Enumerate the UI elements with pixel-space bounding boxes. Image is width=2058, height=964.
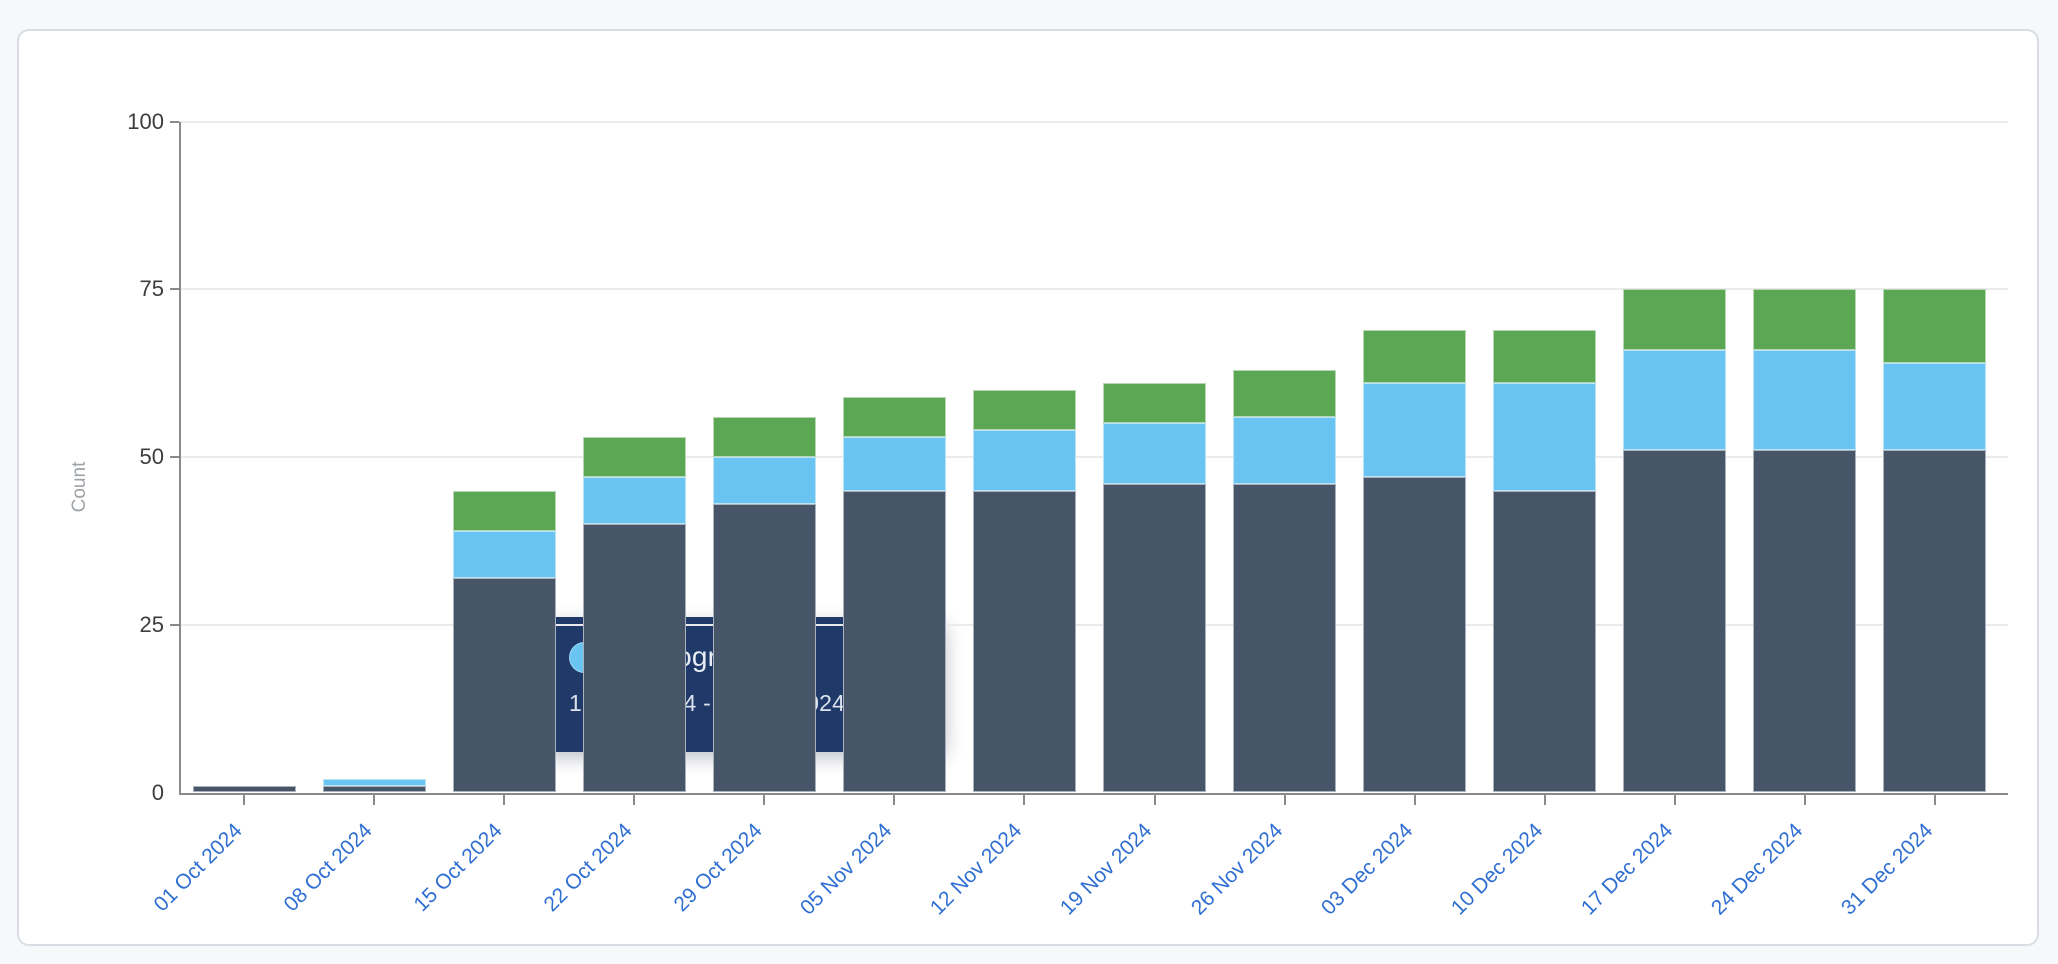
x-tick-label: 22 Oct 2024	[539, 818, 637, 916]
y-tick-label: 75	[139, 276, 164, 302]
y-tick-label: 25	[139, 611, 164, 637]
y-tick-mark	[170, 120, 179, 123]
bar-segment-19-nov-2024-s2[interactable]	[1103, 383, 1207, 424]
x-tick-label: 10 Dec 2024	[1446, 818, 1548, 919]
x-tick-mark	[1413, 794, 1416, 805]
x-tick-mark	[1803, 794, 1806, 805]
bar-segment-26-nov-2024-s1[interactable]	[1233, 416, 1337, 484]
x-tick-label: 05 Nov 2024	[796, 818, 897, 919]
gridline-50	[179, 456, 2008, 458]
bar-segment-22-oct-2024-s1[interactable]	[582, 477, 686, 525]
bar-segment-12-nov-2024-s1[interactable]	[972, 430, 1076, 491]
x-tick-label: 31 Dec 2024	[1836, 818, 1938, 919]
x-tick-label: 12 Nov 2024	[926, 818, 1027, 919]
bar-segment-31-dec-2024-s1[interactable]	[1883, 363, 1987, 451]
bar-segment-05-nov-2024-s2[interactable]	[842, 396, 946, 437]
x-tick-mark	[1543, 794, 1546, 805]
bar-segment-19-nov-2024-s0[interactable]	[1103, 483, 1207, 793]
bar-segment-24-dec-2024-s1[interactable]	[1753, 349, 1857, 451]
gridline-75	[179, 288, 2008, 291]
chart-card: Count In Progress (7) 15 Oct 2024 - 21 O…	[17, 29, 2039, 946]
bar-segment-29-oct-2024-s1[interactable]	[712, 457, 816, 504]
gridline-100	[179, 120, 2008, 123]
bar-segment-24-dec-2024-s2[interactable]	[1753, 289, 1857, 350]
bar-segment-31-dec-2024-s0[interactable]	[1883, 450, 1987, 793]
x-tick-label: 17 Dec 2024	[1576, 818, 1678, 919]
y-axis-title: Count	[69, 461, 90, 513]
x-tick-mark	[893, 794, 896, 805]
bar-segment-19-nov-2024-s1[interactable]	[1103, 423, 1207, 484]
bar-segment-24-dec-2024-s0[interactable]	[1753, 450, 1857, 793]
x-tick-label: 19 Nov 2024	[1056, 818, 1157, 919]
bar-segment-31-dec-2024-s2[interactable]	[1883, 289, 1987, 364]
bar-segment-10-dec-2024-s1[interactable]	[1493, 383, 1597, 491]
bar-segment-15-oct-2024-s1[interactable]	[452, 530, 556, 578]
bar-segment-08-oct-2024-s0[interactable]	[322, 785, 426, 793]
x-tick-mark	[633, 794, 636, 805]
y-tick-label: 100	[127, 108, 164, 134]
bar-segment-26-nov-2024-s2[interactable]	[1233, 369, 1337, 417]
bar-segment-15-oct-2024-s2[interactable]	[452, 490, 556, 531]
x-tick-label: 03 Dec 2024	[1316, 818, 1417, 919]
y-axis-line	[179, 121, 181, 795]
x-tick-mark	[503, 794, 506, 805]
x-tick-label: 29 Oct 2024	[669, 818, 767, 916]
x-tick-mark	[1933, 794, 1936, 805]
y-tick-label: 50	[139, 444, 164, 469]
bar-segment-17-dec-2024-s0[interactable]	[1623, 450, 1727, 793]
bar-segment-03-dec-2024-s2[interactable]	[1363, 329, 1467, 384]
bar-segment-12-nov-2024-s0[interactable]	[972, 490, 1076, 793]
bar-segment-03-dec-2024-s0[interactable]	[1363, 477, 1467, 793]
x-tick-mark	[373, 794, 376, 805]
gridline-25	[179, 623, 2008, 626]
y-tick-mark	[170, 623, 179, 626]
x-tick-label: 24 Dec 2024	[1706, 818, 1808, 919]
bar-segment-26-nov-2024-s0[interactable]	[1233, 483, 1337, 793]
y-tick-mark	[170, 288, 179, 291]
bar-segment-17-dec-2024-s2[interactable]	[1623, 289, 1727, 350]
y-tick-label: 0	[151, 779, 164, 805]
x-tick-label: 15 Oct 2024	[409, 818, 507, 916]
bar-segment-22-oct-2024-s0[interactable]	[582, 524, 686, 793]
bar-segment-15-oct-2024-s0[interactable]	[452, 577, 556, 793]
x-tick-label: 26 Nov 2024	[1186, 818, 1287, 919]
stacked-bar-chart: Count In Progress (7) 15 Oct 2024 - 21 O…	[19, 31, 2037, 944]
bar-segment-10-dec-2024-s2[interactable]	[1493, 329, 1597, 384]
x-tick-mark	[243, 794, 246, 805]
x-tick-mark	[1283, 794, 1286, 805]
x-tick-label: 08 Oct 2024	[279, 818, 377, 916]
bar-segment-08-oct-2024-s1[interactable]	[322, 779, 426, 786]
bar-segment-03-dec-2024-s1[interactable]	[1363, 383, 1467, 478]
x-axis-line	[179, 792, 2008, 795]
bar-segment-29-oct-2024-s0[interactable]	[712, 503, 816, 793]
bar-segment-05-nov-2024-s0[interactable]	[842, 490, 946, 793]
bar-segment-10-dec-2024-s0[interactable]	[1493, 490, 1597, 793]
bar-segment-12-nov-2024-s2[interactable]	[972, 389, 1076, 431]
x-tick-mark	[763, 794, 766, 805]
bar-segment-05-nov-2024-s1[interactable]	[842, 436, 946, 491]
y-tick-mark	[170, 456, 179, 458]
x-tick-mark	[1023, 794, 1026, 805]
bar-segment-22-oct-2024-s2[interactable]	[582, 436, 686, 478]
bar-segment-29-oct-2024-s2[interactable]	[712, 416, 816, 457]
bar-segment-17-dec-2024-s1[interactable]	[1623, 349, 1727, 451]
bar-segment-01-oct-2024-s0[interactable]	[192, 785, 296, 793]
x-tick-mark	[1153, 794, 1156, 805]
x-tick-mark	[1673, 794, 1676, 805]
x-tick-label: 01 Oct 2024	[149, 818, 247, 916]
